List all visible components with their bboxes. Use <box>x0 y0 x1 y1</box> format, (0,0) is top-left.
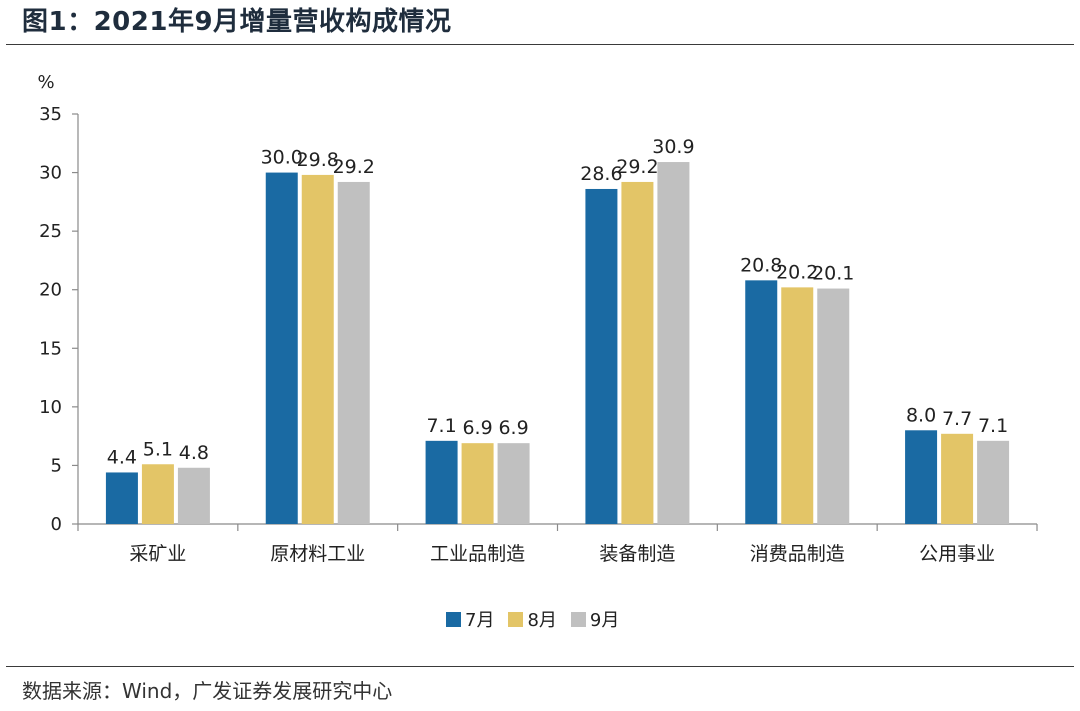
data-label: 6.9 <box>462 417 492 439</box>
data-label: 29.8 <box>297 149 339 171</box>
x-category-label: 工业品制造 <box>430 543 525 565</box>
x-category-label: 采矿业 <box>129 543 186 565</box>
bar-8月-装备制造 <box>621 181 654 524</box>
y-tick-label: 5 <box>51 455 62 476</box>
y-tick-label: 20 <box>39 280 62 301</box>
source-divider <box>6 666 1074 667</box>
data-label: 7.7 <box>942 408 972 430</box>
bar-7月-采矿业 <box>105 472 138 524</box>
bar-8月-采矿业 <box>141 464 174 524</box>
bar-7月-装备制造 <box>585 188 618 524</box>
y-tick-label: 35 <box>39 104 62 125</box>
x-category-label: 装备制造 <box>599 543 675 565</box>
legend-item-8: 8月 <box>508 606 557 632</box>
data-label: 20.1 <box>812 263 854 285</box>
bar-9月-工业品制造 <box>497 443 530 524</box>
bar-9月-采矿业 <box>177 467 210 524</box>
y-tick-label: 10 <box>39 397 62 418</box>
data-label: 5.1 <box>143 438 173 460</box>
data-label: 6.9 <box>498 417 528 439</box>
bar-7月-工业品制造 <box>425 440 458 524</box>
chart-legend: 7月 8月 9月 <box>446 606 633 632</box>
bar-9月-装备制造 <box>657 162 690 524</box>
x-category-label: 消费品制造 <box>750 543 845 565</box>
bar-7月-消费品制造 <box>745 280 778 524</box>
y-tick-label: 15 <box>39 338 62 359</box>
data-label: 20.8 <box>740 254 782 276</box>
legend-label-8: 8月 <box>527 610 557 631</box>
legend-item-9: 9月 <box>570 606 620 632</box>
legend-label-7: 7月 <box>465 610 495 631</box>
bar-7月-公用事业 <box>905 430 938 524</box>
data-label: 30.0 <box>261 147 303 169</box>
bar-9月-消费品制造 <box>817 288 850 524</box>
bar-7月-原材料工业 <box>265 172 298 525</box>
data-label: 30.9 <box>652 136 694 158</box>
figure-title: 图1：2021年9月增量营收构成情况 <box>22 7 452 37</box>
bar-8月-公用事业 <box>941 433 974 524</box>
bar-9月-公用事业 <box>977 440 1010 524</box>
bar-9月-原材料工业 <box>337 181 370 524</box>
data-label: 4.8 <box>179 442 209 464</box>
legend-label-9: 9月 <box>589 610 620 631</box>
legend-swatch-8 <box>508 611 524 627</box>
data-label: 4.4 <box>107 446 137 468</box>
legend-swatch-9 <box>570 611 586 627</box>
x-category-label: 原材料工业 <box>270 543 365 565</box>
x-category-label: 公用事业 <box>919 543 995 565</box>
data-label: 20.2 <box>776 261 818 283</box>
legend-item-7: 7月 <box>446 606 494 632</box>
y-tick-label: 30 <box>39 163 62 184</box>
y-axis-unit: % <box>37 72 54 93</box>
data-label: 7.1 <box>426 415 456 437</box>
data-label: 29.2 <box>333 156 375 178</box>
bar-8月-原材料工业 <box>301 174 334 524</box>
data-label: 28.6 <box>580 163 622 185</box>
data-label: 7.1 <box>978 415 1008 437</box>
y-tick-label: 0 <box>51 514 62 535</box>
source-note: 数据来源：Wind，广发证券发展研究中心 <box>22 679 393 703</box>
data-label: 8.0 <box>906 404 936 426</box>
legend-swatch-7 <box>446 611 461 627</box>
data-label: 29.2 <box>616 156 658 178</box>
bar-8月-工业品制造 <box>461 443 494 524</box>
title-divider <box>6 44 1074 45</box>
bar-8月-消费品制造 <box>781 287 814 524</box>
y-tick-label: 25 <box>39 221 62 242</box>
